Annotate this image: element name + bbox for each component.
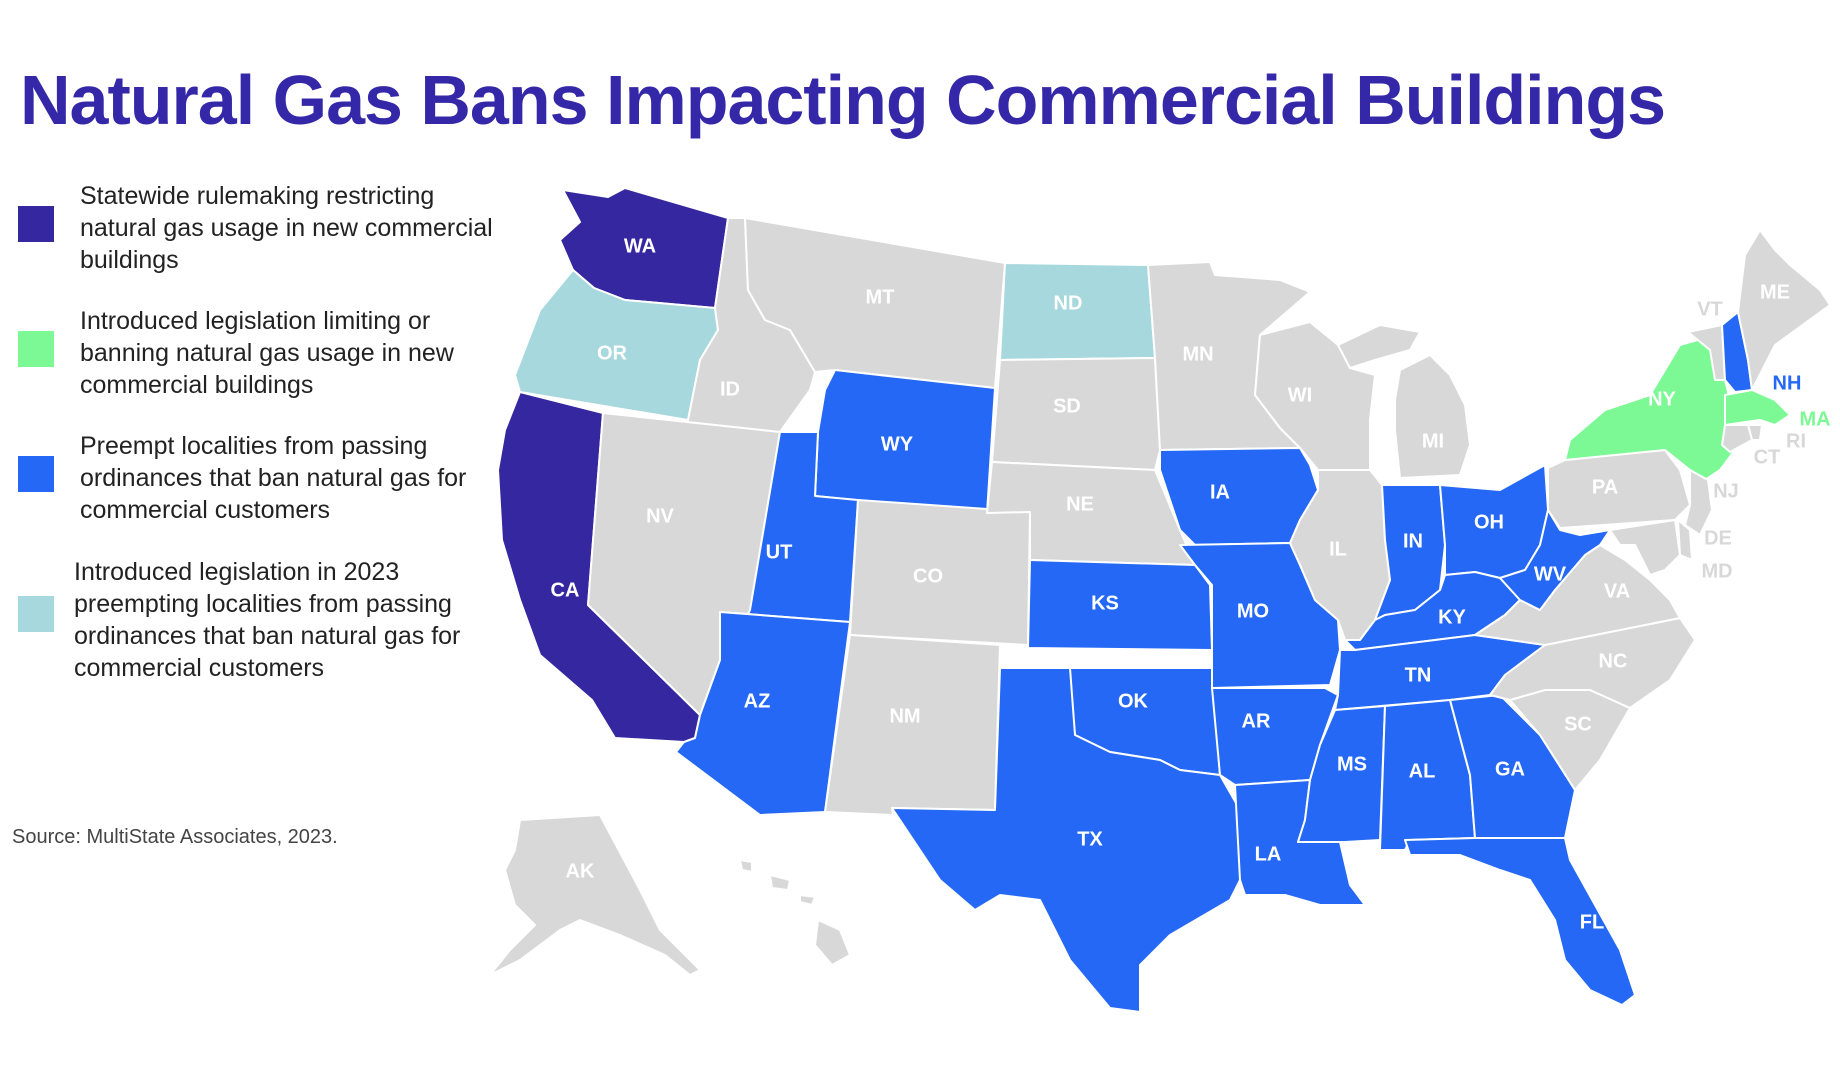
state-label-ny: NY	[1648, 388, 1676, 410]
state-ma	[1724, 389, 1791, 426]
state-ks	[1027, 559, 1213, 651]
state-label-nc: NC	[1599, 650, 1628, 672]
state-label-me: ME	[1760, 281, 1790, 303]
state-label-al: AL	[1409, 760, 1436, 782]
state-label-ia: IA	[1210, 481, 1230, 503]
state-label-sc: SC	[1564, 713, 1592, 735]
state-label-il: IL	[1329, 538, 1347, 560]
state-label-ca: CA	[551, 579, 580, 601]
state-ga	[1449, 694, 1576, 839]
state-mi	[1337, 324, 1471, 479]
state-label-ky: KY	[1438, 606, 1466, 628]
state-label-wy: WY	[881, 433, 914, 455]
state-tx	[891, 667, 1241, 1013]
state-nc	[1489, 617, 1696, 709]
state-label-id: ID	[720, 378, 740, 400]
state-label-ma: MA	[1799, 408, 1830, 430]
state-label-md: MD	[1701, 560, 1732, 582]
state-hi	[739, 859, 851, 966]
state-label-ut: UT	[766, 541, 793, 563]
state-label-hi: HI	[775, 931, 795, 953]
state-nj	[1684, 469, 1713, 536]
state-label-wa: WA	[624, 235, 656, 257]
state-me	[1737, 229, 1831, 391]
state-label-ms: MS	[1337, 753, 1367, 775]
state-label-wv: WV	[1534, 563, 1567, 585]
state-fl	[1404, 837, 1636, 1006]
state-mt	[744, 217, 1006, 389]
state-label-fl: FL	[1580, 911, 1604, 933]
state-label-mo: MO	[1237, 600, 1269, 622]
legend-label: Statewide rulemaking restricting natural…	[80, 182, 493, 274]
state-pa	[1547, 449, 1691, 529]
state-label-vt: VT	[1697, 298, 1723, 320]
state-ak	[489, 814, 701, 976]
state-label-ne: NE	[1066, 493, 1094, 515]
legend-label: Introduced legislation limiting or banni…	[80, 307, 454, 399]
state-label-la: LA	[1255, 843, 1282, 865]
state-label-ok: OK	[1118, 690, 1149, 712]
state-label-nv: NV	[646, 505, 674, 527]
state-label-de: DE	[1704, 527, 1732, 549]
state-label-in: IN	[1403, 530, 1423, 552]
state-label-wi: WI	[1288, 384, 1312, 406]
state-label-nj: NJ	[1713, 480, 1739, 502]
state-label-az: AZ	[744, 690, 771, 712]
state-label-oh: OH	[1474, 511, 1504, 533]
state-label-nd: ND	[1054, 292, 1083, 314]
state-label-ar: AR	[1242, 710, 1271, 732]
legend-swatch	[18, 596, 54, 632]
legend-swatch	[18, 331, 54, 367]
legend-swatch	[18, 456, 54, 492]
state-label-tx: TX	[1077, 828, 1103, 850]
legend-label: Introduced legislation in 2023 preemptin…	[74, 558, 461, 682]
source-note: Source: MultiState Associates, 2023.	[12, 826, 338, 848]
state-label-nh: NH	[1773, 372, 1802, 394]
legend-swatch	[18, 206, 54, 242]
state-ia	[1159, 447, 1319, 546]
state-label-ri: RI	[1786, 430, 1806, 452]
state-label-pa: PA	[1592, 476, 1618, 498]
state-label-mi: MI	[1422, 430, 1444, 452]
state-label-tn: TN	[1405, 664, 1432, 686]
state-label-ga: GA	[1495, 758, 1525, 780]
state-md	[1609, 519, 1681, 576]
state-label-nm: NM	[889, 705, 920, 727]
state-vt	[1687, 324, 1726, 381]
state-label-ak: AK	[566, 860, 595, 882]
state-label-ct: CT	[1754, 446, 1781, 468]
state-label-va: VA	[1604, 580, 1630, 602]
state-ct	[1721, 424, 1753, 453]
page-title: Natural Gas Bans Impacting Commercial Bu…	[20, 61, 1666, 139]
legend-label: Preempt localities from passing ordinanc…	[80, 432, 467, 524]
state-label-mn: MN	[1182, 343, 1213, 365]
state-label-ks: KS	[1091, 592, 1119, 614]
state-label-mt: MT	[866, 286, 895, 308]
state-label-co: CO	[913, 565, 943, 587]
state-sd	[991, 357, 1161, 471]
state-label-or: OR	[597, 342, 628, 364]
state-label-sd: SD	[1053, 395, 1081, 417]
